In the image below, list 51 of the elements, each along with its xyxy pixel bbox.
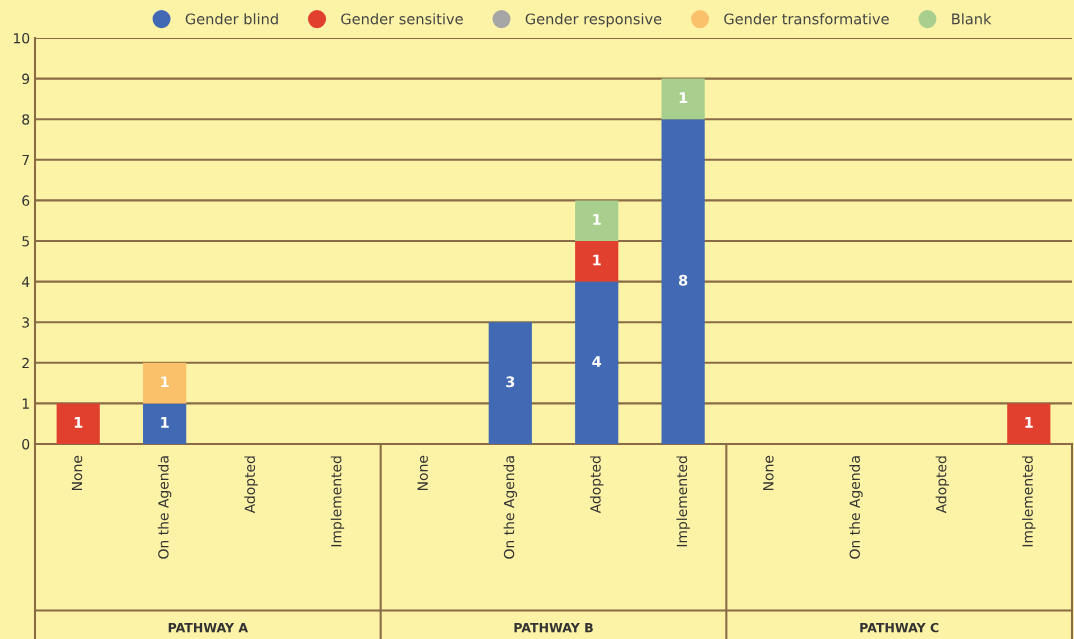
x-tick-label: Implemented (330, 456, 345, 547)
y-tick-label: 1 (22, 398, 29, 409)
data-label: 4 (592, 356, 602, 367)
x-tick-label: None (763, 455, 774, 490)
bar (143, 403, 187, 444)
data-label: 1 (593, 214, 601, 225)
bar (661, 78, 705, 120)
x-tick-label: On the Agenda (157, 456, 172, 559)
data-label: 8 (678, 274, 688, 286)
legend-label: Gender sensitive (341, 13, 463, 25)
legend-label: Gender blind (185, 13, 278, 25)
bar (143, 362, 187, 404)
y-tick-label: 6 (22, 195, 30, 206)
legend-label: Gender transformative (724, 13, 889, 25)
y-tick-label: 5 (22, 236, 29, 247)
x-tick-label: On the Agenda (503, 456, 518, 559)
data-label: 3 (506, 376, 515, 388)
y-tick-label: 0 (22, 438, 30, 450)
data-label: 1 (161, 417, 169, 428)
data-label: 1 (74, 417, 83, 428)
text: PATHWAY B (514, 623, 593, 633)
y-tick-label: 4 (21, 276, 30, 287)
bar (575, 241, 619, 282)
y-tick-label: 10 (13, 32, 30, 44)
data-label: 1 (679, 92, 688, 103)
x-tick-label: Implemented (1022, 456, 1036, 547)
data-label: 1 (161, 376, 169, 388)
bar (661, 119, 705, 444)
bar (488, 322, 532, 444)
y-tick-label: 3 (22, 317, 30, 328)
y-tick-label: 7 (22, 154, 29, 166)
bar (56, 403, 100, 444)
x-tick-label: Implemented (676, 456, 690, 547)
y-tick-label: 9 (22, 73, 30, 85)
x-tick-label: None (417, 455, 428, 490)
x-tick-label: Adopted (935, 456, 950, 514)
y-tick-label: 2 (22, 357, 29, 369)
x-tick-label: None (71, 455, 83, 490)
legend-label: Blank (952, 13, 992, 25)
text: PATHWAY A (168, 623, 249, 633)
x-tick-label: On the Agenda (849, 456, 863, 559)
x-tick-label: Adopted (589, 456, 604, 514)
data-label: 1 (593, 254, 601, 266)
y-tick-label: 8 (22, 114, 30, 125)
text: PATHWAY C (860, 622, 939, 633)
bar (1007, 403, 1051, 444)
x-tick-label: Adopted (244, 456, 258, 514)
legend-label: Gender responsive (525, 13, 662, 28)
bar (575, 281, 619, 444)
data-label: 1 (1025, 417, 1033, 428)
bar (575, 200, 619, 241)
